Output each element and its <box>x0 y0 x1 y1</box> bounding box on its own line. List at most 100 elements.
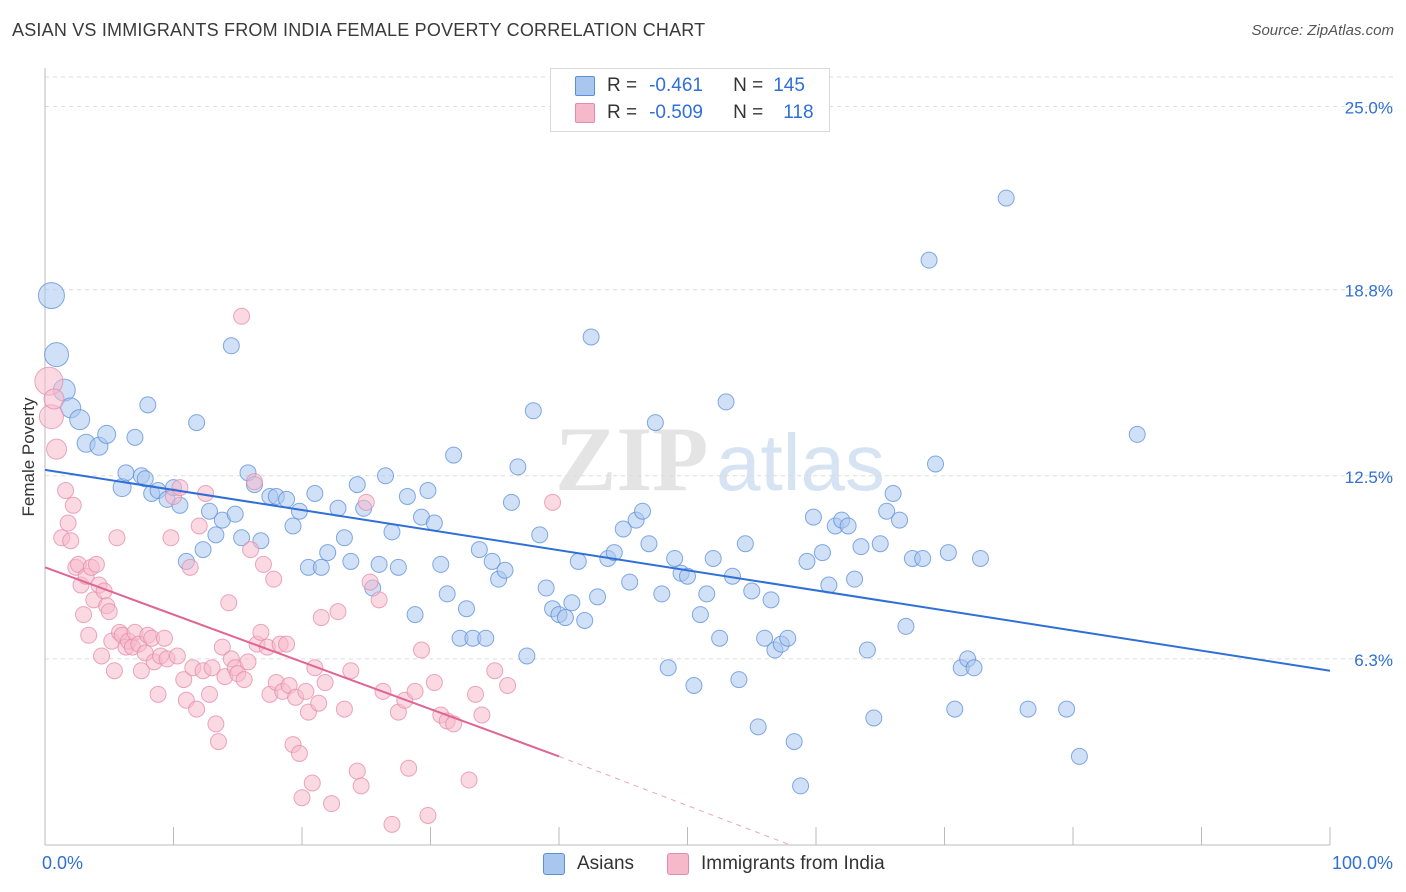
india-point <box>62 532 80 550</box>
asians-point <box>749 718 767 736</box>
india-point <box>293 789 311 807</box>
legend-r-value: -0.461 <box>649 75 703 96</box>
india-point <box>171 479 189 497</box>
asians-point <box>136 470 154 488</box>
watermark-zip: ZIP <box>555 408 708 510</box>
india-point <box>235 671 253 689</box>
india-point <box>233 307 251 325</box>
asians-legend-label: Asians <box>577 853 635 874</box>
india-point <box>64 496 82 514</box>
asians-point <box>685 676 703 694</box>
asians-point <box>477 629 495 647</box>
asians-point <box>1070 747 1088 765</box>
asians-point <box>920 251 938 269</box>
asians-point <box>377 467 395 485</box>
chart-title: ASIAN VS IMMIGRANTS FROM INDIA FEMALE PO… <box>12 20 706 40</box>
source-label: Source: ZipAtlas.com <box>1251 22 1394 39</box>
india-point <box>316 674 334 692</box>
india-point <box>352 777 370 795</box>
asians-point <box>432 555 450 573</box>
india-point <box>132 662 150 680</box>
asians-point <box>605 544 623 562</box>
india-point <box>87 555 105 573</box>
india-point <box>278 635 296 653</box>
india-point <box>181 558 199 576</box>
asians-point <box>457 600 475 618</box>
asians-point <box>785 733 803 751</box>
india-point <box>209 733 227 751</box>
asians-point <box>188 414 206 432</box>
asians-point <box>389 558 407 576</box>
india-point <box>188 700 206 718</box>
india-point <box>242 541 260 559</box>
india-point <box>406 682 424 700</box>
india-point <box>425 674 443 692</box>
asians-point <box>971 549 989 567</box>
india-point <box>156 629 174 647</box>
india-point <box>342 662 360 680</box>
asians-point <box>370 555 388 573</box>
india-point <box>413 641 431 659</box>
asians-point <box>348 476 366 494</box>
india-point <box>265 570 283 588</box>
asians-point <box>897 617 915 635</box>
asians-point <box>871 535 889 553</box>
india-swatch <box>575 103 595 123</box>
asians-legend-swatch <box>543 853 565 875</box>
asians-point <box>312 558 330 576</box>
legend-n-value: 118 <box>783 102 814 123</box>
y-tick-label: 6.3% <box>1354 651 1393 670</box>
india-point <box>357 493 375 511</box>
india-point <box>239 653 257 671</box>
asians-point <box>582 328 600 346</box>
india-legend-swatch <box>667 853 689 875</box>
india-point <box>203 659 221 677</box>
asians-point <box>194 541 212 559</box>
legend-r-label: R = <box>607 75 638 96</box>
asians-point <box>946 700 964 718</box>
asians-point <box>804 508 822 526</box>
india-point <box>108 529 126 547</box>
asians-point <box>226 505 244 523</box>
asians-point <box>207 526 225 544</box>
india-point <box>75 606 93 624</box>
asians-point <box>425 514 443 532</box>
asians-point <box>1058 700 1076 718</box>
india-point <box>59 514 77 532</box>
asians-swatch <box>575 76 595 96</box>
asians-point <box>997 189 1015 207</box>
asians-point <box>97 424 117 444</box>
asians-point <box>445 446 463 464</box>
asians-point <box>398 487 416 505</box>
asians-point <box>813 544 831 562</box>
asians-point <box>1019 700 1037 718</box>
india-point <box>323 795 341 813</box>
asians-point <box>222 337 240 355</box>
asians-point <box>798 552 816 570</box>
asians-point <box>846 570 864 588</box>
asians-point <box>200 502 218 520</box>
asians-point <box>730 671 748 689</box>
asians-point <box>1128 425 1146 443</box>
india-point <box>149 685 167 703</box>
asians-point <box>537 579 555 597</box>
india-legend-label: Immigrants from India <box>701 853 885 874</box>
india-trend-extension <box>558 755 791 846</box>
legend-n-value: 145 <box>773 75 805 96</box>
asians-point <box>858 641 876 659</box>
bottom-legend-asians: Asians <box>543 852 634 876</box>
india-trend-line <box>44 566 560 758</box>
asians-point <box>839 517 857 535</box>
india-points <box>34 307 562 833</box>
asians-point <box>496 561 514 579</box>
legend-r-value: -0.509 <box>649 102 703 123</box>
asians-point <box>342 552 360 570</box>
india-point <box>105 662 123 680</box>
india-point <box>207 715 225 733</box>
india-point <box>544 493 562 511</box>
india-point <box>473 706 491 724</box>
asians-point <box>779 629 797 647</box>
bottom-legend-india: Immigrants from India <box>667 852 885 876</box>
india-point <box>162 529 180 547</box>
